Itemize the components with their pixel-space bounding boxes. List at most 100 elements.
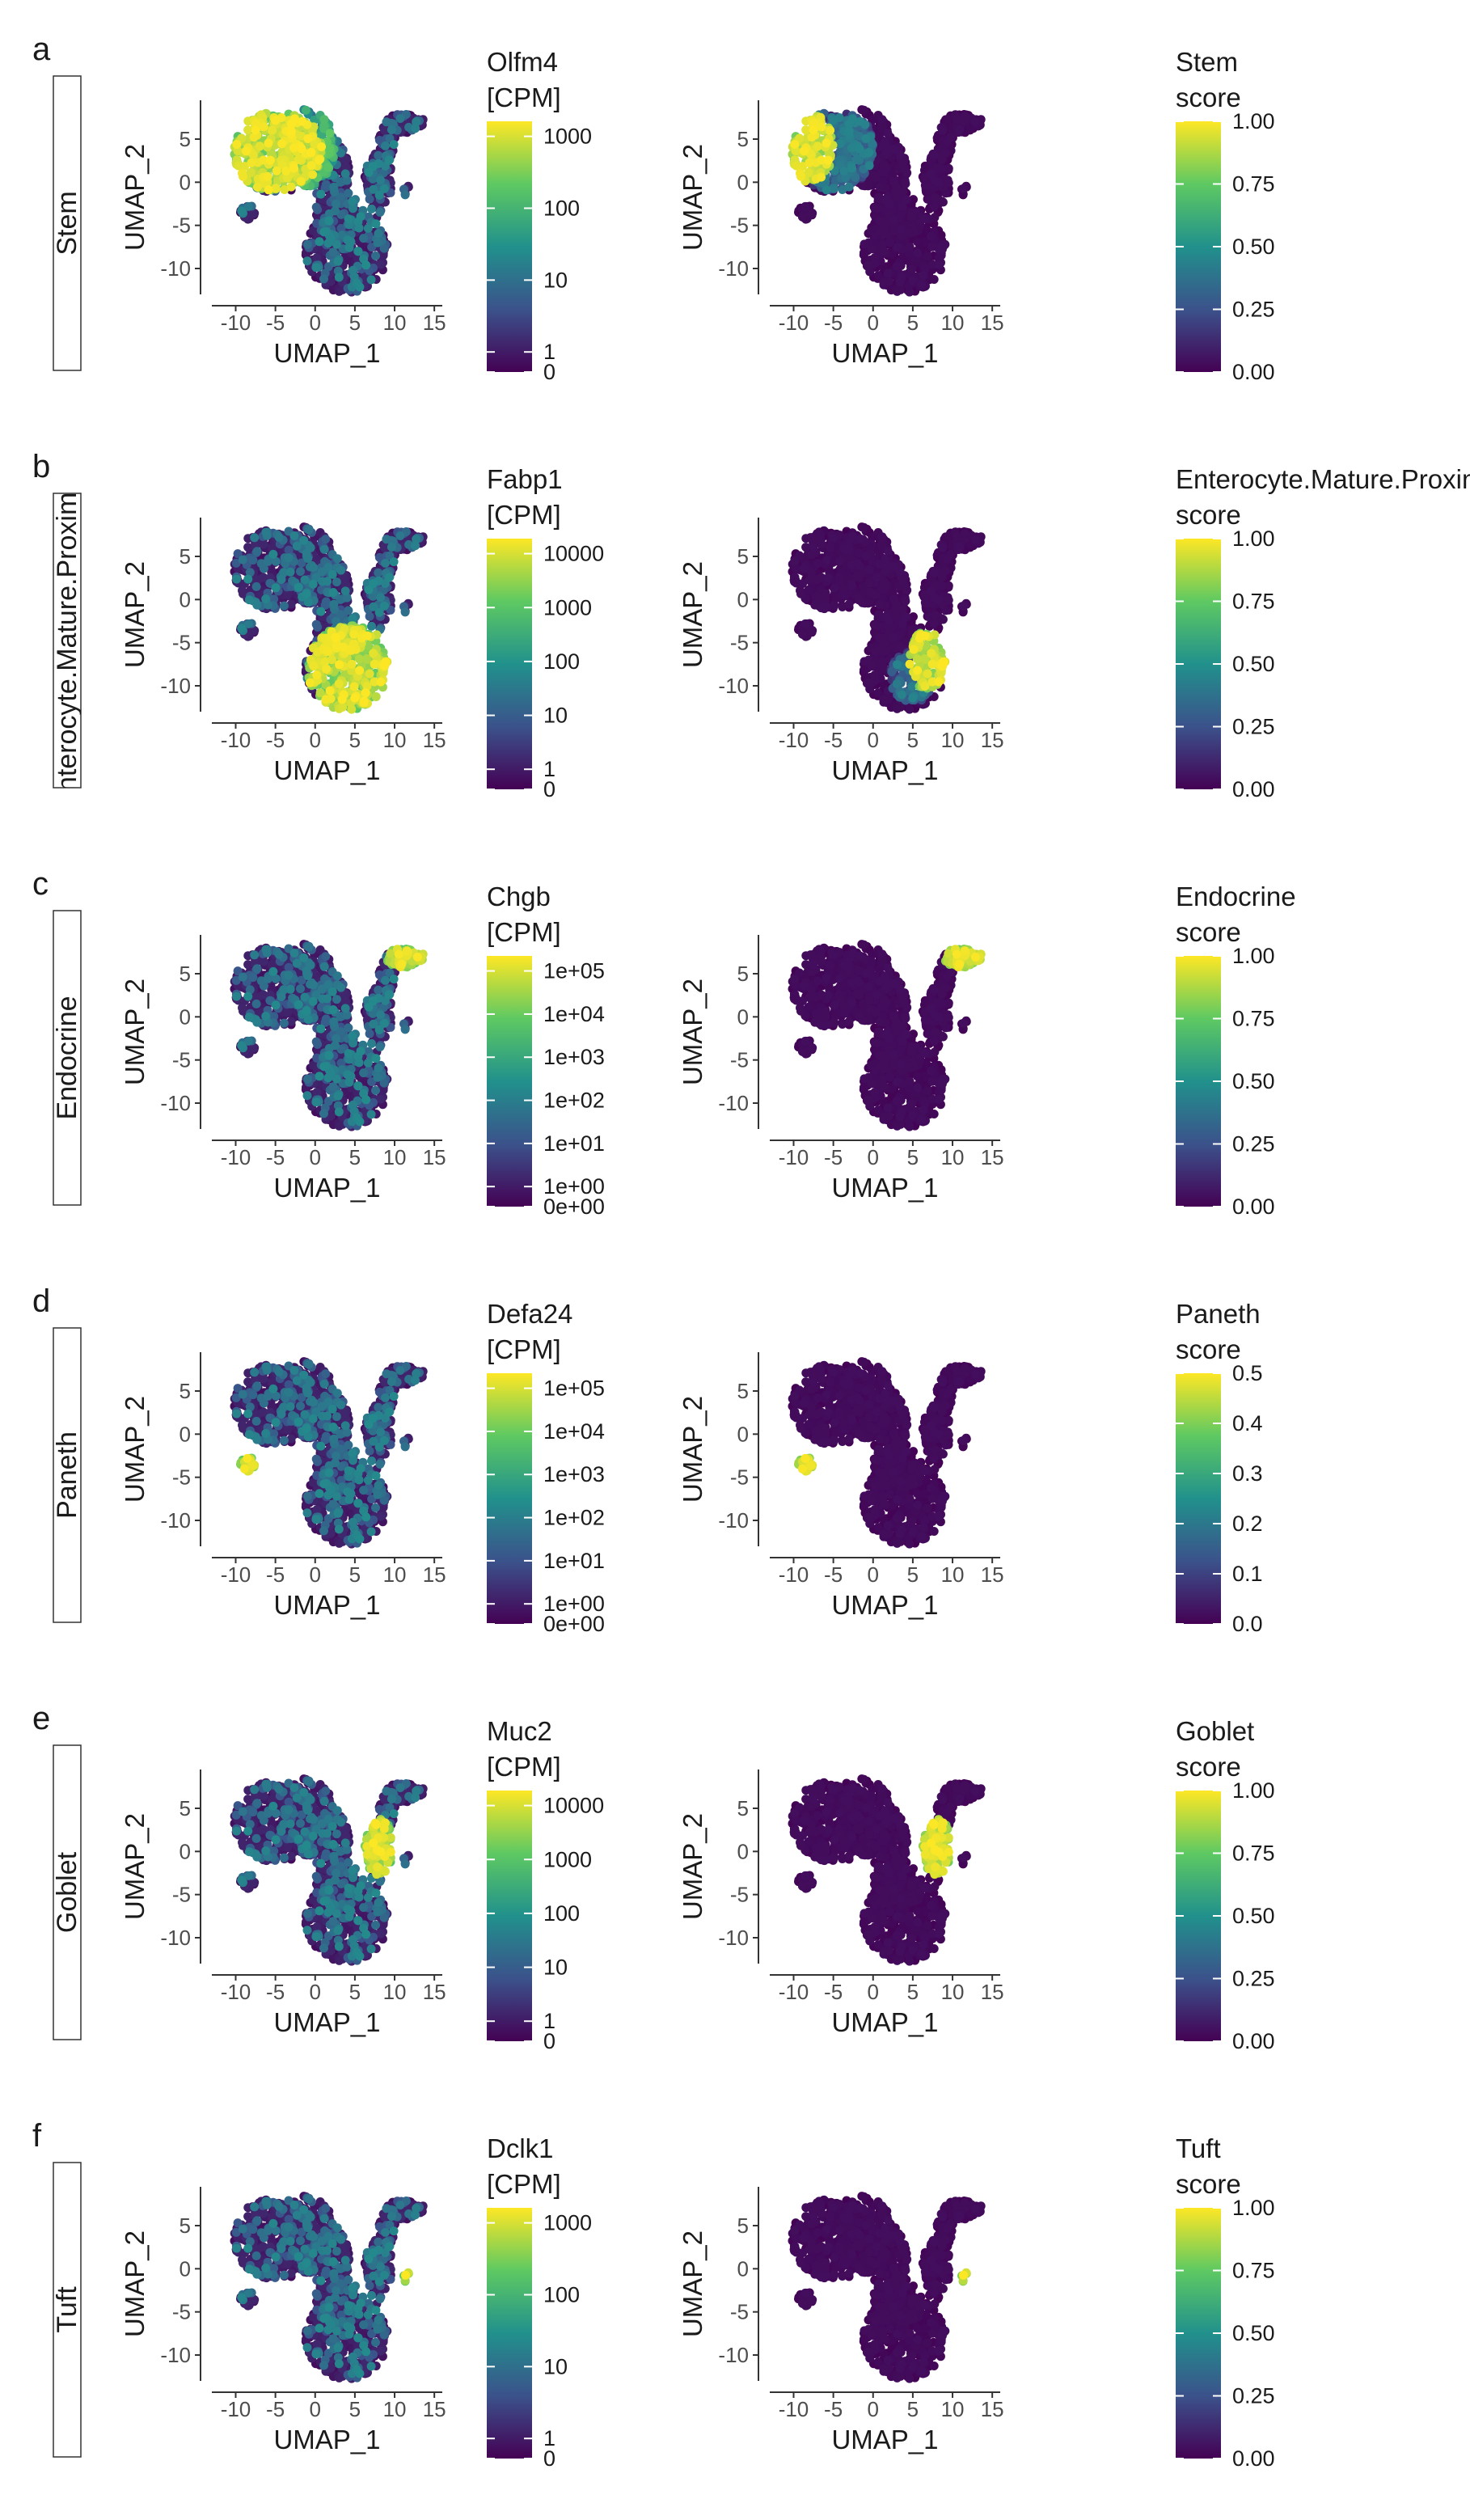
umap-point xyxy=(395,531,405,540)
umap-point xyxy=(381,558,390,568)
umap-point xyxy=(334,679,344,688)
umap-point xyxy=(374,229,383,239)
umap-point xyxy=(908,276,918,285)
umap-point xyxy=(801,125,811,135)
umap-point xyxy=(321,695,331,704)
umap-point xyxy=(309,563,319,573)
umap-point xyxy=(268,549,278,559)
umap-point xyxy=(237,624,247,633)
umap-point xyxy=(880,247,889,256)
umap-point xyxy=(376,593,386,603)
umap-point xyxy=(286,182,296,192)
colorbar-tick-label: 0 xyxy=(543,777,555,801)
umap-point xyxy=(382,117,391,127)
umap-point xyxy=(255,142,264,151)
umap-point xyxy=(315,155,323,165)
umap-point xyxy=(308,170,318,180)
umap-point xyxy=(923,252,932,261)
umap-point xyxy=(248,556,258,565)
x-axis-title: UMAP_1 xyxy=(273,338,380,368)
umap-point xyxy=(348,197,357,206)
y-tick-label: 0 xyxy=(737,170,749,194)
umap-point xyxy=(893,243,902,252)
umap-point xyxy=(371,219,381,229)
umap-point xyxy=(328,588,338,597)
umap-point xyxy=(946,133,956,142)
umap-point xyxy=(332,554,342,564)
x-tick-label: 10 xyxy=(383,311,407,335)
umap-point xyxy=(905,242,915,252)
y-axis-title: UMAP_2 xyxy=(120,144,150,251)
umap-point xyxy=(319,544,329,554)
umap-panel-left: -10 -5 0 5 10 1550-5-10UMAP_1UMAP_2Fabp1[CPM]… xyxy=(120,464,604,801)
colorbar xyxy=(487,121,532,372)
umap-point xyxy=(247,158,256,167)
row-label-clip: Enterocyte.Mature.Proximal xyxy=(52,471,82,810)
umap-point xyxy=(374,568,383,577)
umap-point xyxy=(939,241,948,251)
umap-point xyxy=(881,163,890,172)
colorbar-tick-label: 1.00 xyxy=(1232,109,1275,133)
umap-point xyxy=(839,167,849,175)
umap-point xyxy=(265,155,275,165)
umap-point xyxy=(325,129,335,138)
y-tick-label: 5 xyxy=(737,127,749,151)
x-tick-label: 15 xyxy=(423,311,446,335)
umap-point xyxy=(319,227,329,237)
row-label: Stem xyxy=(52,191,82,255)
umap-point xyxy=(301,105,310,115)
umap-point xyxy=(344,243,354,252)
umap-point xyxy=(305,678,315,687)
umap-point xyxy=(899,163,909,171)
umap-point xyxy=(800,201,810,211)
umap-point xyxy=(848,114,857,124)
umap-point xyxy=(885,199,894,209)
umap-point xyxy=(379,184,389,193)
y-axis-title: UMAP_2 xyxy=(678,144,708,251)
umap-point xyxy=(302,256,312,266)
umap-point xyxy=(387,125,396,134)
umap-point xyxy=(299,535,309,545)
umap-point xyxy=(895,277,905,287)
legend-title-line: Stem xyxy=(1176,47,1238,77)
umap-point xyxy=(364,585,374,594)
umap-point xyxy=(261,594,271,603)
umap-point xyxy=(813,142,822,151)
umap-point xyxy=(361,688,370,698)
y-tick-label: 5 xyxy=(180,544,191,569)
umap-point xyxy=(317,142,327,151)
umap-point xyxy=(375,208,385,217)
umap-point xyxy=(929,275,939,284)
umap-point xyxy=(232,140,242,149)
umap-point xyxy=(822,185,831,195)
umap-point xyxy=(907,212,917,222)
umap-point xyxy=(896,285,906,294)
umap-point xyxy=(296,567,305,577)
umap-point xyxy=(381,141,390,150)
y-tick-label: -10 xyxy=(160,674,191,698)
umap-point xyxy=(927,169,936,179)
umap-point xyxy=(347,659,357,669)
umap-point xyxy=(952,115,961,125)
umap-point xyxy=(243,125,253,135)
row-label-strip xyxy=(53,75,82,371)
umap-point xyxy=(799,146,809,156)
umap-point xyxy=(822,138,831,148)
panel-letter: b xyxy=(32,449,50,484)
umap-point xyxy=(303,554,313,563)
colorbar-tick-label: 10 xyxy=(543,268,568,292)
umap-point xyxy=(363,223,373,233)
x-tick-label: 10 xyxy=(941,311,965,335)
colorbar xyxy=(487,539,532,789)
umap-point xyxy=(387,543,396,552)
umap-point xyxy=(889,215,898,225)
colorbar-tick-label: 100 xyxy=(543,196,580,220)
row-label: Enterocyte.Mature.Proximal xyxy=(52,471,82,810)
x-tick-label: 0 xyxy=(868,311,879,335)
umap-panel-left: -10 -5 0 5 10 1550-5-10UMAP_1UMAP_2Olfm4[CPM]… xyxy=(120,47,592,384)
colorbar-tick-label: 0 xyxy=(543,360,555,384)
umap-point xyxy=(927,231,936,241)
